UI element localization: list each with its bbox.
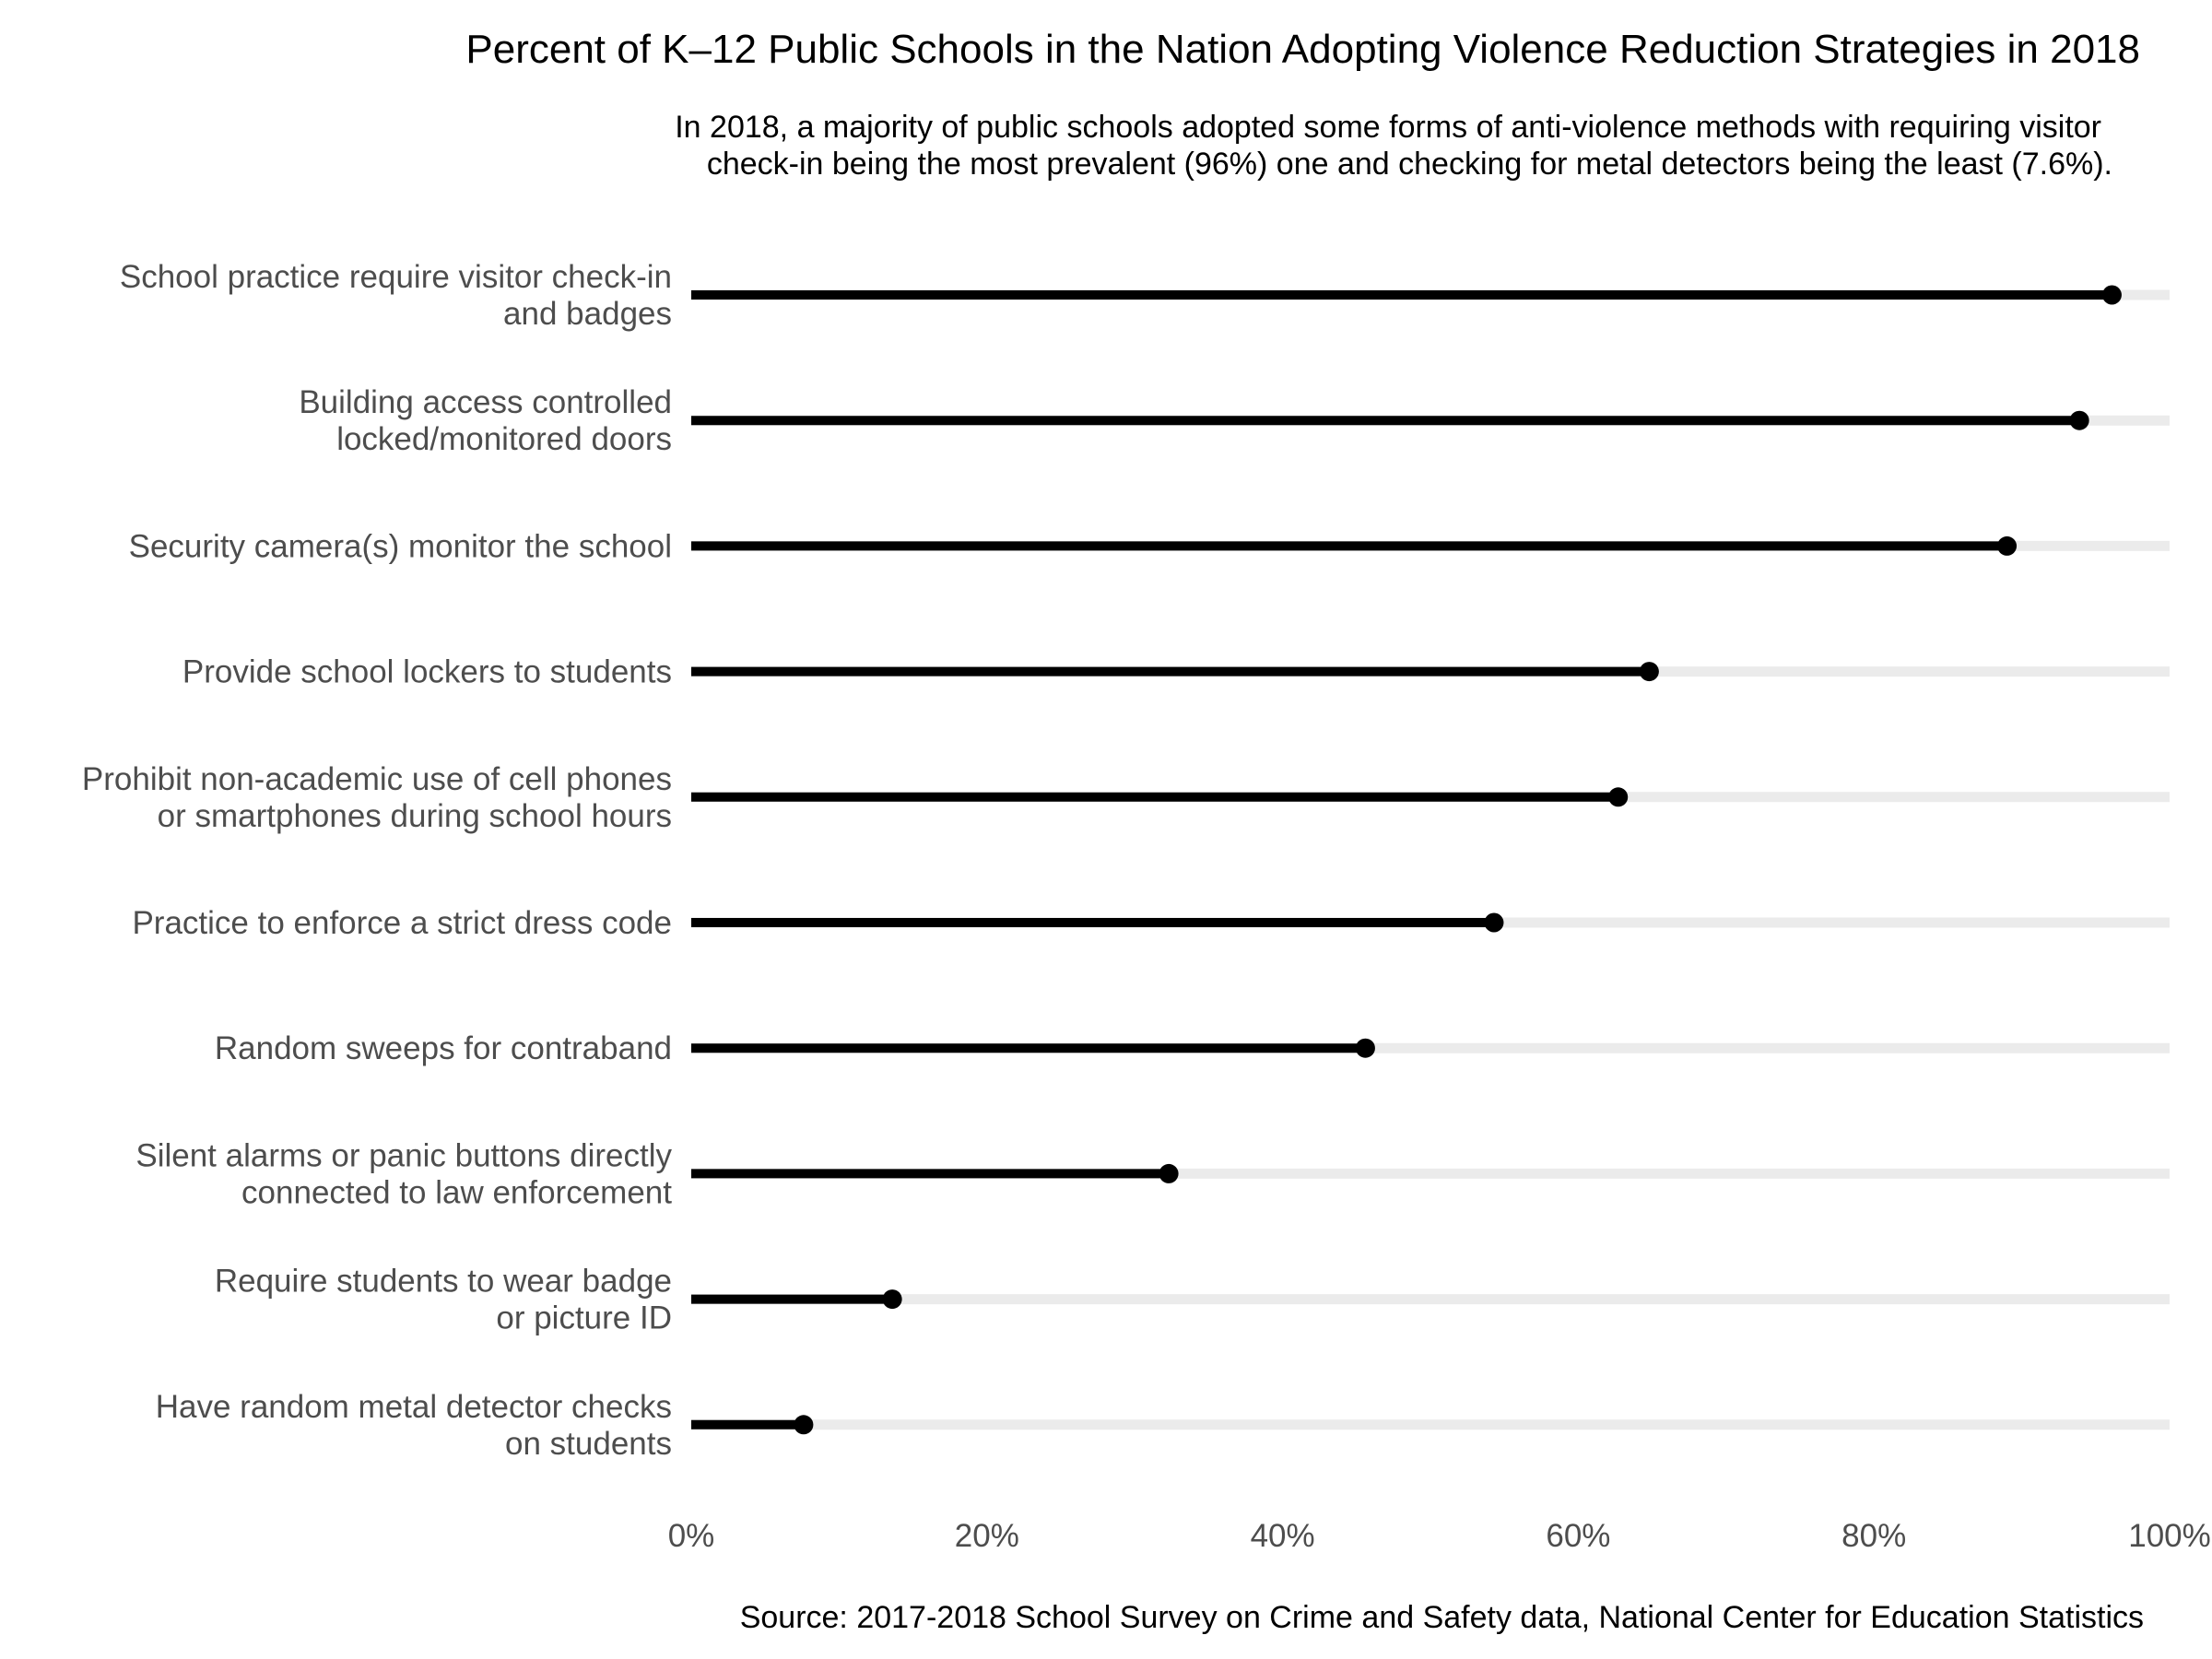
category-label: Require students to wear badge [215, 1264, 672, 1300]
x-axis: 0% 20% 40% 60% 80% 100% [668, 1518, 2211, 1554]
chart-caption: Source: 2017-2018 School Survey on Crime… [740, 1600, 2144, 1635]
category-label: and badges [503, 296, 672, 332]
data-point [794, 1415, 814, 1435]
category-label: connected to law enforcement [241, 1174, 672, 1210]
category-label: Silent alarms or panic buttons directly [135, 1137, 672, 1173]
data-point [1608, 787, 1629, 807]
category-label: School practice require visitor check-in [120, 259, 672, 295]
data-point [2069, 410, 2089, 430]
category-label: on students [505, 1426, 672, 1462]
category-label: Have random metal detector checks [156, 1389, 672, 1425]
category-label: Prohibit non-academic use of cell phones [82, 761, 672, 797]
data-point [1355, 1038, 1375, 1058]
category-label: or picture ID [496, 1300, 672, 1336]
plot-area: School practice require visitor check-in… [82, 259, 2170, 1462]
data-point [1484, 912, 1504, 933]
data-point [1639, 662, 1659, 682]
data-point [2101, 285, 2122, 305]
x-tick-label: 80% [1841, 1518, 1906, 1554]
x-tick-label: 0% [668, 1518, 715, 1554]
category-label: or smartphones during school hours [158, 798, 672, 834]
category-label: Practice to enforce a strict dress code [132, 905, 672, 941]
category-label: Security camera(s) monitor the school [129, 528, 672, 564]
data-point [1159, 1163, 1179, 1183]
chart-title: Percent of K–12 Public Schools in the Na… [465, 27, 2140, 72]
category-label: Building access controlled [299, 384, 672, 420]
chart-subtitle-line-1: In 2018, a majority of public schools ad… [675, 110, 2101, 145]
category-label: Random sweeps for contraband [215, 1030, 672, 1066]
x-tick-label: 20% [955, 1518, 1019, 1554]
x-tick-label: 100% [2128, 1518, 2211, 1554]
category-label: Provide school lockers to students [182, 654, 672, 690]
x-tick-label: 40% [1251, 1518, 1315, 1554]
data-point [882, 1289, 902, 1310]
category-label: locked/monitored doors [336, 421, 672, 457]
data-point [1997, 535, 2018, 556]
x-tick-label: 60% [1546, 1518, 1610, 1554]
chart-subtitle-line-2: check-in being the most prevalent (96%) … [707, 147, 2112, 182]
